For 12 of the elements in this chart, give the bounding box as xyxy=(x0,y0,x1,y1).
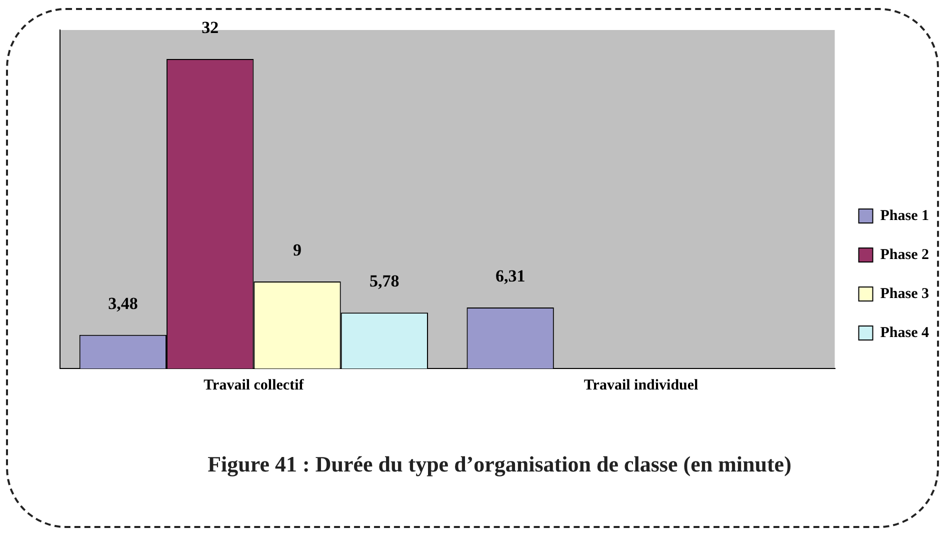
legend-label: Phase 3 xyxy=(880,286,929,302)
data-label: 5,78 xyxy=(370,272,400,291)
data-label: 32 xyxy=(202,18,219,37)
data-label: 9 xyxy=(293,240,302,260)
legend-label: Phase 2 xyxy=(880,246,929,263)
x-tick-label: Travail individuel xyxy=(584,377,698,394)
data-label: 6,31 xyxy=(495,266,526,286)
data-label: 3,48 xyxy=(108,294,138,313)
x-tick-label: Travail collectif xyxy=(204,377,305,394)
text: Figure 41 : Durée du type d’organisation de classe (en minute) xyxy=(208,451,792,476)
legend-label: Phase 4 xyxy=(880,324,930,341)
legend-label: Phase 1 xyxy=(880,208,929,224)
